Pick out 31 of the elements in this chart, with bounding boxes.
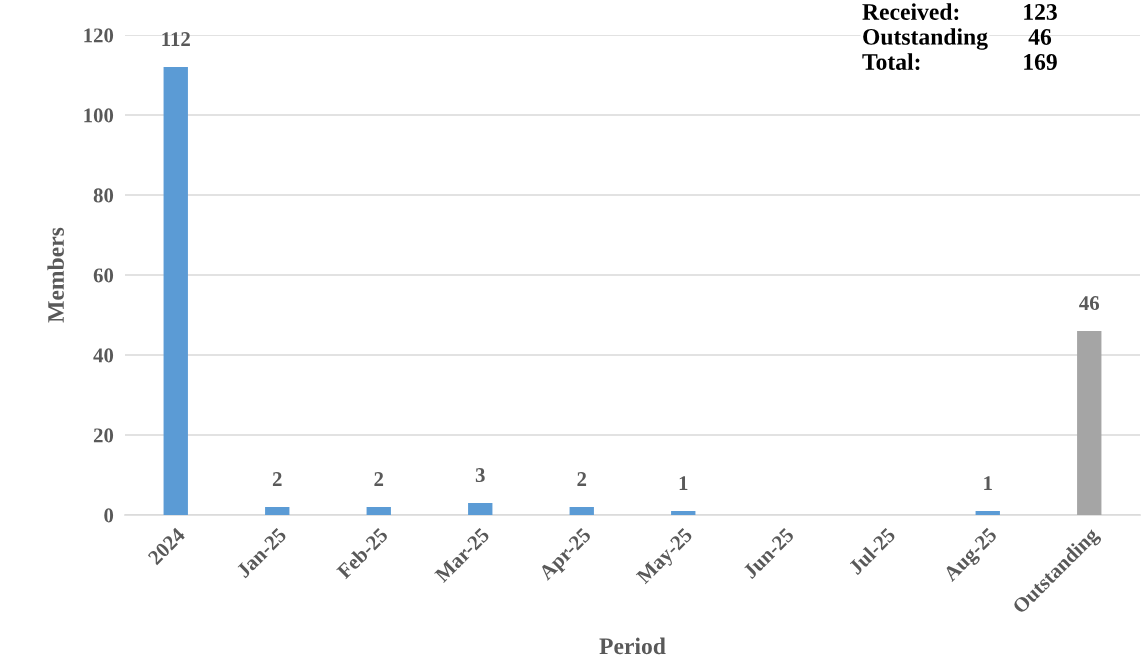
- annotation: 169: [1024, 54, 1057, 70]
- bar: [265, 507, 290, 515]
- data-label: 3: [475, 468, 485, 483]
- data-label: 1: [679, 476, 688, 490]
- data-label: 2: [374, 472, 384, 486]
- data-label: 2: [272, 472, 282, 486]
- y-tick-label: 80: [93, 188, 114, 203]
- bar: [671, 511, 696, 515]
- y-axis-title: Members: [47, 227, 64, 323]
- y-tick-label: 20: [93, 428, 114, 443]
- data-label: 46: [1079, 296, 1100, 311]
- y-tick-label: 100: [84, 108, 114, 123]
- data-label: 1: [984, 476, 992, 490]
- y-tick-label: 0: [104, 508, 114, 523]
- text: Received:: [862, 3, 959, 21]
- data-label: 112: [162, 32, 190, 46]
- text: 123: [1024, 4, 1057, 20]
- annotation: Total:: [862, 53, 920, 71]
- data-label: 2: [577, 472, 587, 486]
- bar: [975, 511, 1000, 515]
- bar: [468, 503, 493, 515]
- x-axis-title: Period: [599, 637, 666, 655]
- annotation: Outstanding: [863, 28, 988, 50]
- bar: [569, 507, 594, 515]
- bar: [163, 67, 188, 515]
- y-tick-label: 40: [93, 348, 114, 363]
- bar: [366, 507, 391, 515]
- bar: [1077, 331, 1102, 515]
- y-tick-label: 60: [93, 268, 114, 283]
- y-tick-label: 120: [84, 28, 114, 43]
- annotation: 46: [1028, 29, 1052, 45]
